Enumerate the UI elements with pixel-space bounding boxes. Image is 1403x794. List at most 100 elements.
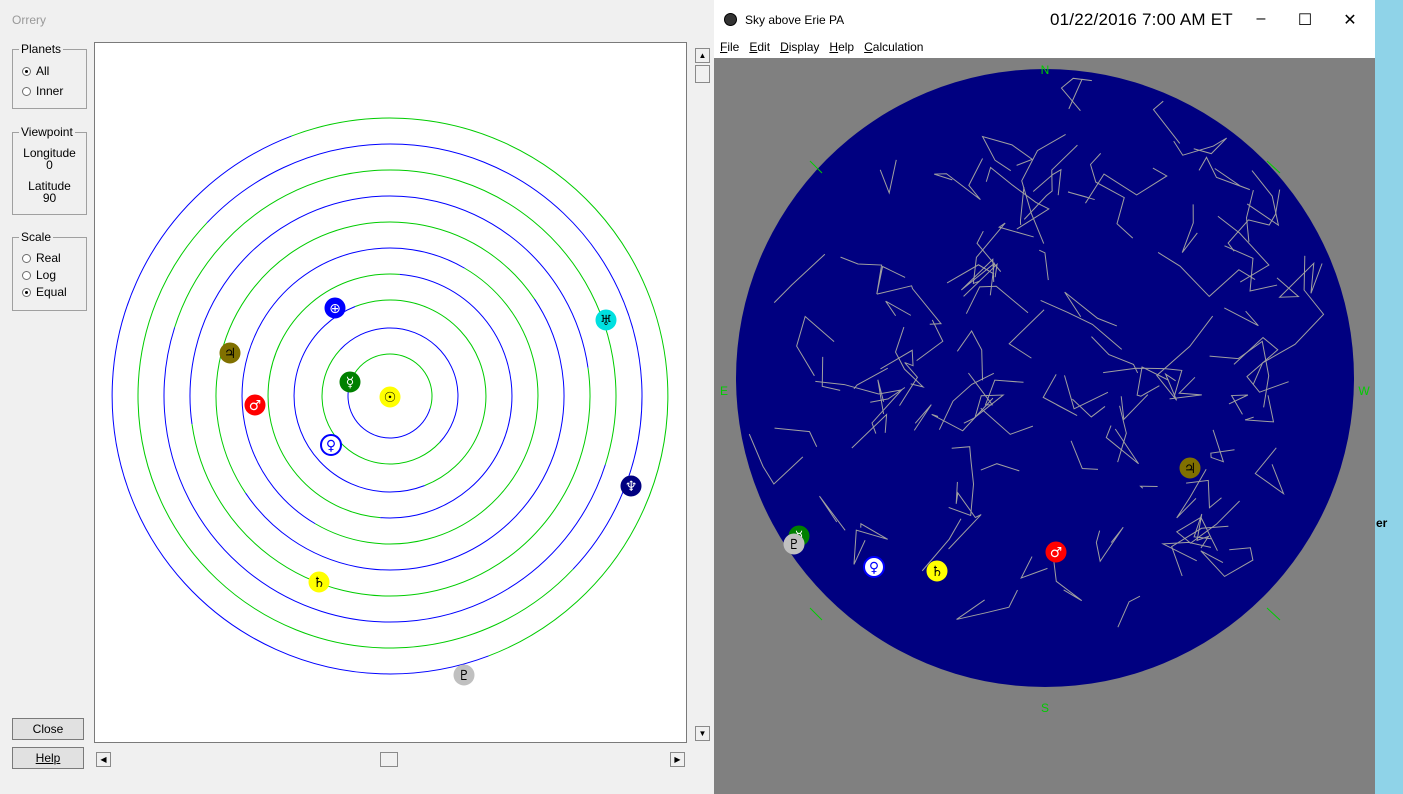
orbit-ring — [174, 169, 617, 465]
svg-text:♄: ♄ — [931, 564, 944, 580]
scale-log-label: Log — [36, 268, 57, 282]
longitude-value: 0 — [46, 158, 53, 172]
app-globe-icon — [724, 13, 737, 26]
planets-all-radio[interactable]: All — [22, 64, 49, 78]
orbit-ring — [349, 353, 433, 409]
scale-group-legend: Scale — [19, 230, 54, 244]
compass-north: N — [1041, 63, 1050, 77]
orbit-ring — [215, 221, 535, 494]
orbit-ring — [137, 222, 574, 649]
svg-text:⊕: ⊕ — [329, 301, 341, 317]
svg-text:♀: ♀ — [869, 560, 879, 576]
compass-tick — [1266, 160, 1281, 174]
orbit-ring — [291, 117, 669, 657]
latitude-label: Latitude — [28, 179, 71, 193]
maximize-icon[interactable]: ☐ — [1297, 12, 1313, 29]
sky-jupiter-icon[interactable]: ♃ — [1179, 457, 1201, 479]
menu-file[interactable]: File — [720, 40, 740, 54]
scale-equal-label: Equal — [36, 285, 67, 299]
radio-selected-icon[interactable] — [22, 287, 31, 297]
sky-venus-icon[interactable]: ♀ — [863, 556, 885, 578]
menu-calculation[interactable]: Calculation — [864, 40, 924, 54]
compass-east: E — [720, 384, 728, 398]
vertical-scroll-thumb[interactable] — [695, 65, 710, 83]
horizontal-scroll-thumb[interactable] — [380, 752, 398, 767]
svg-text:♇: ♇ — [788, 537, 801, 553]
sky-titlebar[interactable]: Sky above Erie PA 01/22/2016 7:00 AM ET … — [714, 0, 1375, 40]
sky-window-title: Sky above Erie PA — [745, 13, 845, 27]
horizontal-scrollbar[interactable]: ◀ ▶ — [94, 748, 687, 770]
pluto-icon: ♇ — [453, 664, 475, 686]
orbit-ring — [191, 367, 591, 597]
orbit-ring — [355, 299, 487, 486]
mercury-icon: ☿ — [339, 371, 361, 393]
orbit-ring — [293, 306, 425, 493]
compass-tick — [1266, 607, 1281, 621]
svg-text:♀: ♀ — [326, 438, 336, 454]
svg-text:♇: ♇ — [458, 668, 471, 684]
svg-text:♃: ♃ — [1184, 461, 1197, 477]
svg-text:♃: ♃ — [224, 346, 237, 362]
compass-south: S — [1041, 701, 1049, 715]
scale-real-radio[interactable]: Real — [22, 251, 61, 265]
orbit-ring — [189, 195, 589, 425]
orbit-ring — [267, 273, 400, 519]
earth-icon: ⊕ — [324, 297, 346, 319]
neptune-icon: ♆ — [620, 475, 642, 497]
venus-icon: ♀ — [320, 434, 342, 456]
scale-log-radio[interactable]: Log — [22, 268, 56, 282]
scroll-left-icon[interactable]: ◀ — [96, 752, 111, 767]
close-icon[interactable]: ✕ — [1343, 12, 1357, 29]
radio-unselected-icon[interactable] — [22, 253, 31, 263]
orbit-ring — [315, 267, 539, 545]
sky-menubar: File Edit Display Help Calculation — [714, 38, 1375, 58]
sun-icon: ☉ — [379, 386, 401, 408]
vertical-scrollbar[interactable]: ▲ ▼ — [694, 44, 711, 743]
sky-pluto-icon[interactable]: ♇ — [783, 533, 805, 555]
planets-inner-radio[interactable]: Inner — [22, 84, 63, 98]
orbit-ring — [206, 143, 643, 570]
sky-mars-icon[interactable]: ♂ — [1045, 541, 1067, 563]
orrery-canvas[interactable]: ☉ ☿ ♀ ⊕ ♂ ♃ ♄ ♅ ♆ ♇ — [94, 42, 687, 743]
scale-group: Scale Real Log Equal — [12, 230, 87, 311]
planets-all-label: All — [36, 64, 50, 78]
orrery-window: Orrery Planets All Inner Viewpoint Longi… — [0, 0, 715, 794]
orbit-ring — [245, 298, 565, 571]
radio-unselected-icon[interactable] — [22, 270, 31, 280]
planets-group: Planets All Inner — [12, 42, 87, 109]
svg-text:♂: ♂ — [249, 398, 262, 414]
compass-tick — [809, 160, 823, 174]
help-button-label: Help — [35, 751, 61, 765]
svg-text:♅: ♅ — [600, 313, 613, 329]
help-button[interactable]: Help — [12, 747, 84, 769]
scale-real-label: Real — [36, 251, 61, 265]
background-window-text: er — [1376, 516, 1388, 530]
orbit-ring — [380, 273, 513, 519]
sky-dome[interactable] — [736, 69, 1354, 687]
uranus-icon: ♅ — [595, 309, 617, 331]
close-button[interactable]: Close — [12, 718, 84, 740]
viewpoint-group-legend: Viewpoint — [19, 125, 75, 139]
orrery-window-title: Orrery — [12, 13, 46, 27]
sky-saturn-icon[interactable]: ♄ — [926, 560, 948, 582]
compass-west: W — [1358, 384, 1370, 398]
menu-help[interactable]: Help — [829, 40, 855, 54]
orbit-ring — [241, 247, 465, 525]
scale-equal-radio[interactable]: Equal — [22, 285, 67, 299]
menu-display[interactable]: Display — [780, 40, 820, 54]
constellation-lines — [748, 77, 1325, 628]
orbit-ring — [321, 349, 441, 465]
radio-unselected-icon[interactable] — [22, 86, 31, 96]
radio-selected-icon[interactable] — [22, 66, 31, 76]
sky-datetime: 01/22/2016 7:00 AM ET — [1050, 10, 1233, 29]
scroll-up-icon[interactable]: ▲ — [695, 48, 710, 63]
svg-text:☉: ☉ — [384, 390, 397, 406]
scroll-right-icon[interactable]: ▶ — [670, 752, 685, 767]
sky-window: Sky above Erie PA 01/22/2016 7:00 AM ET … — [714, 0, 1375, 794]
minimize-icon[interactable]: – — [1256, 10, 1266, 27]
orbit-ring — [111, 135, 489, 675]
menu-edit[interactable]: Edit — [749, 40, 771, 54]
scroll-down-icon[interactable]: ▼ — [695, 726, 710, 741]
planets-inner-label: Inner — [36, 84, 64, 98]
